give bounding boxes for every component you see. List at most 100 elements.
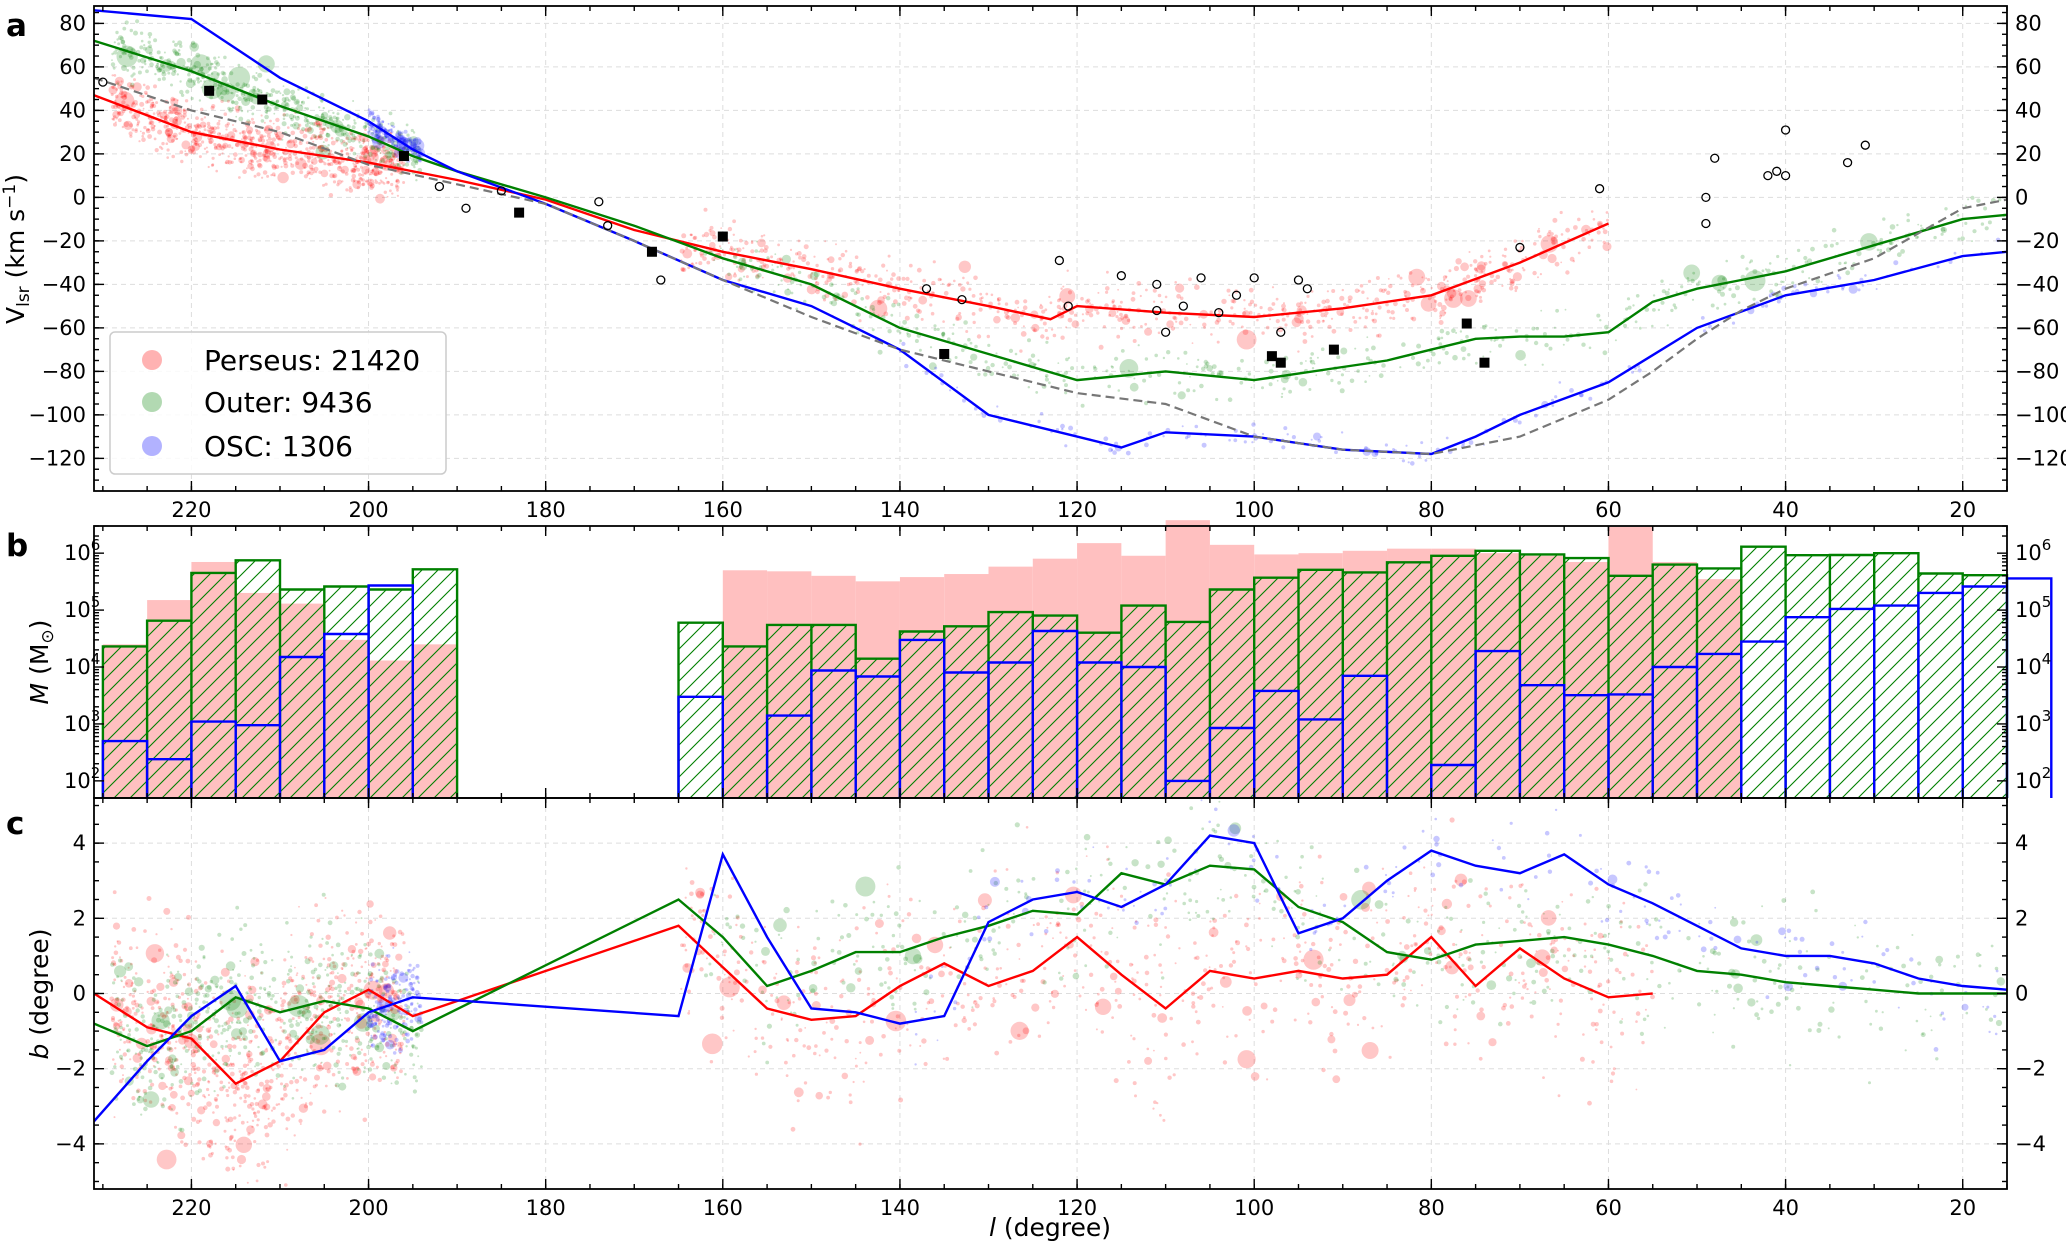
- scatter-point: [170, 96, 175, 102]
- scatter-point: [260, 1050, 266, 1056]
- scatter-point: [369, 1061, 375, 1067]
- scatter-point: [1296, 977, 1299, 980]
- scatter-point: [1167, 1075, 1172, 1080]
- scatter-point: [160, 111, 168, 120]
- scatter-point: [825, 1021, 828, 1024]
- scatter-point: [399, 133, 402, 136]
- scatter-point: [1112, 304, 1116, 308]
- scatter-point: [185, 958, 191, 964]
- scatter-point: [802, 1044, 806, 1048]
- scatter-point: [136, 123, 139, 127]
- scatter-point: [1329, 963, 1334, 967]
- scatter-point: [1652, 294, 1656, 297]
- scatter-point: [1889, 224, 1896, 230]
- scatter-point: [163, 996, 168, 1001]
- scatter-point: [132, 1066, 138, 1072]
- scatter-point: [912, 303, 918, 309]
- scatter-point: [244, 99, 248, 103]
- scatter-point: [217, 1033, 220, 1036]
- scatter-point: [1304, 941, 1307, 944]
- scatter-point: [723, 954, 726, 957]
- scatter-point: [227, 1081, 231, 1085]
- scatter-point: [739, 998, 744, 1003]
- scatter-point: [1340, 373, 1344, 377]
- scatter-point: [1599, 1040, 1604, 1045]
- scatter-point: [1444, 311, 1447, 314]
- scatter-point: [722, 253, 727, 257]
- scatter-point: [262, 149, 272, 158]
- scatter-point: [139, 45, 144, 50]
- scatter-point: [153, 1069, 158, 1075]
- scatter-point: [1349, 378, 1355, 384]
- scatter-point: [1316, 955, 1321, 960]
- scatter-point: [312, 170, 316, 174]
- scatter-point: [390, 1059, 393, 1062]
- scatter-point: [263, 960, 268, 965]
- scatter-point: [1114, 987, 1122, 995]
- scatter-point: [172, 1008, 177, 1012]
- scatter-point: [264, 1107, 268, 1111]
- scatter-point: [1088, 313, 1094, 318]
- scatter-point: [1354, 347, 1357, 350]
- scatter-point: [262, 153, 266, 158]
- scatter-point: [914, 339, 919, 343]
- scatter-point: [1308, 388, 1312, 391]
- scatter-point: [761, 1041, 766, 1046]
- scatter-point: [232, 124, 234, 126]
- scatter-point: [115, 996, 120, 1001]
- scatter-point: [1164, 1056, 1168, 1061]
- scatter-point: [332, 174, 336, 178]
- scatter-point: [814, 281, 820, 286]
- scatter-point: [1408, 968, 1413, 973]
- scatter-point: [1777, 984, 1783, 990]
- scatter-point: [299, 1075, 303, 1079]
- scatter-point: [147, 128, 150, 131]
- scatter-point: [794, 1037, 799, 1043]
- scatter-point: [1381, 932, 1386, 937]
- scatter-point: [1541, 363, 1544, 366]
- scatter-point: [146, 990, 149, 994]
- scatter-point: [1666, 324, 1669, 327]
- scatter-point: [283, 991, 287, 996]
- scatter-point: [131, 101, 135, 105]
- scatter-point: [285, 146, 287, 149]
- scatter-point: [255, 958, 259, 962]
- scatter-point: [1971, 240, 1973, 243]
- scatter-point: [1125, 450, 1131, 456]
- scatter-point: [1356, 1023, 1360, 1026]
- scatter-point: [1451, 328, 1456, 334]
- scatter-point: [1316, 319, 1321, 324]
- scatter-point: [895, 977, 898, 980]
- scatter-point: [345, 188, 349, 192]
- scatter-point: [186, 997, 189, 1000]
- scatter-point: [329, 162, 334, 166]
- scatter-point: [263, 135, 266, 138]
- scatter-point: [1562, 954, 1567, 958]
- scatter-point: [264, 150, 269, 155]
- scatter-point: [1159, 994, 1162, 997]
- scatter-point: [345, 136, 349, 141]
- scatter-point: [395, 1058, 400, 1063]
- scatter-point: [141, 66, 144, 69]
- scatter-point: [248, 159, 253, 165]
- scatter-point: [226, 1043, 233, 1050]
- scatter-point: [239, 927, 243, 931]
- scatter-point: [838, 257, 842, 261]
- scatter-point: [1237, 1050, 1256, 1069]
- scatter-point: [745, 275, 749, 279]
- scatter-point: [354, 943, 358, 946]
- scatter-point: [1120, 326, 1124, 331]
- scatter-point: [1272, 363, 1275, 367]
- scatter-point: [268, 80, 271, 84]
- scatter-point: [1455, 331, 1458, 334]
- scatter-point: [727, 894, 733, 899]
- scatter-point: [953, 279, 956, 283]
- scatter-point: [1194, 1010, 1198, 1014]
- scatter-point: [929, 346, 933, 349]
- scatter-point: [886, 296, 891, 301]
- scatter-point: [1144, 327, 1153, 336]
- scatter-point: [235, 130, 238, 133]
- scatter-point: [1065, 936, 1068, 939]
- scatter-point: [119, 1038, 122, 1042]
- scatter-point: [872, 900, 876, 904]
